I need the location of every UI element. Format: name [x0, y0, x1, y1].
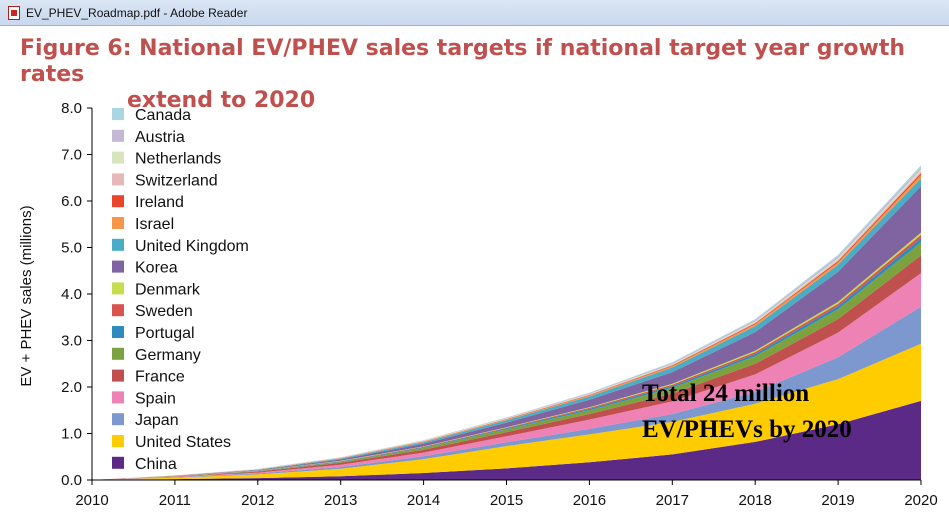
- area-germany: [92, 242, 921, 480]
- figure-title-line1: Figure 6: National EV/PHEV sales targets…: [20, 36, 906, 87]
- legend-swatch-united-states: [112, 435, 124, 447]
- window-title: EV_PHEV_Roadmap.pdf - Adobe Reader: [26, 5, 248, 20]
- legend-label-denmark: Denmark: [135, 281, 201, 298]
- y-tick-label: 7.0: [61, 147, 82, 164]
- annotation-line2: EV/PHEVs by 2020: [642, 416, 852, 443]
- y-tick-label: 4.0: [61, 286, 82, 303]
- legend-label-canada: Canada: [135, 107, 191, 124]
- legend-label-austria: Austria: [135, 129, 185, 146]
- legend-swatch-canada: [112, 108, 124, 120]
- legend-label-sweden: Sweden: [135, 303, 193, 320]
- legend-swatch-japan: [112, 413, 124, 426]
- legend-swatch-spain: [112, 391, 124, 404]
- annotation-line1: Total 24 million: [642, 380, 809, 407]
- legend-label-switzerland: Switzerland: [135, 172, 218, 189]
- area-spain: [92, 273, 921, 480]
- legend-label-portugal: Portugal: [135, 325, 195, 342]
- legend-swatch-germany: [112, 347, 124, 360]
- y-tick-label: 2.0: [61, 379, 82, 396]
- legend-swatch-portugal: [112, 326, 124, 338]
- legend-label-germany: Germany: [135, 347, 201, 364]
- x-tick-label: 2013: [324, 492, 357, 509]
- legend-label-china: China: [135, 456, 177, 473]
- legend-label-korea: Korea: [135, 260, 178, 277]
- x-tick-label: 2015: [490, 492, 523, 509]
- x-tick-label: 2012: [241, 492, 274, 509]
- legend-label-israel: Israel: [135, 216, 174, 233]
- legend-swatch-sweden: [112, 304, 124, 317]
- y-tick-label: 1.0: [61, 426, 82, 443]
- y-tick-label: 3.0: [61, 333, 82, 350]
- x-tick-label: 2017: [656, 492, 689, 509]
- y-tick-label: 5.0: [61, 240, 82, 257]
- window-titlebar: EV_PHEV_Roadmap.pdf - Adobe Reader: [0, 0, 949, 26]
- area-korea: [92, 186, 921, 480]
- x-tick-label: 2010: [75, 492, 108, 509]
- area-france: [92, 255, 921, 480]
- legend-label-united-states: United States: [135, 434, 231, 451]
- legend-swatch-united-kingdom: [112, 238, 124, 251]
- legend: Canada Austria Netherlands Switzerland Irela…: [112, 107, 249, 473]
- legend-label-spain: Spain: [135, 390, 176, 407]
- area-united-states: [92, 343, 921, 480]
- legend-label-japan: Japan: [135, 412, 179, 429]
- x-tick-label: 2014: [407, 492, 440, 509]
- legend-swatch-austria: [112, 129, 124, 142]
- figure-title-line2: extend to 2020: [127, 88, 316, 113]
- legend-label-united-kingdom: United Kingdom: [135, 238, 249, 255]
- area-united-kingdom: [92, 178, 921, 480]
- legend-swatch-france: [112, 369, 124, 382]
- y-tick-label: 8.0: [61, 100, 82, 117]
- y-tick-label: 6.0: [61, 193, 82, 210]
- x-tick-label: 2020: [904, 492, 937, 509]
- legend-swatch-korea: [112, 260, 124, 273]
- legend-swatch-china: [112, 456, 124, 469]
- y-tick-label: 0.0: [61, 472, 82, 489]
- legend-label-france: France: [135, 369, 185, 386]
- area-series-group: [92, 165, 921, 480]
- legend-label-netherlands: Netherlands: [135, 151, 221, 168]
- axes-group: 0.0 1.0 2.0 3.0 4.0 5.0 6.0 7.0 8.0 2010 2011 2012 2…: [61, 100, 938, 509]
- legend-swatch-israel: [112, 217, 124, 229]
- legend-swatch-denmark: [112, 282, 124, 295]
- area-japan: [92, 306, 921, 480]
- x-tick-label: 2011: [159, 492, 191, 509]
- x-tick-label: 2019: [821, 492, 854, 509]
- figure-title: Figure 6: National EV/PHEV sales targets…: [20, 36, 920, 114]
- legend-label-ireland: Ireland: [135, 194, 184, 211]
- y-axis-label: EV + PHEV sales (millions): [18, 205, 35, 386]
- x-tick-label: 2016: [573, 492, 606, 509]
- legend-swatch-switzerland: [112, 173, 124, 186]
- x-tick-label: 2018: [739, 492, 772, 509]
- area-china: [92, 400, 921, 480]
- legend-swatch-ireland: [112, 195, 124, 208]
- pdf-document-icon: [8, 5, 20, 20]
- legend-swatch-netherlands: [112, 151, 124, 164]
